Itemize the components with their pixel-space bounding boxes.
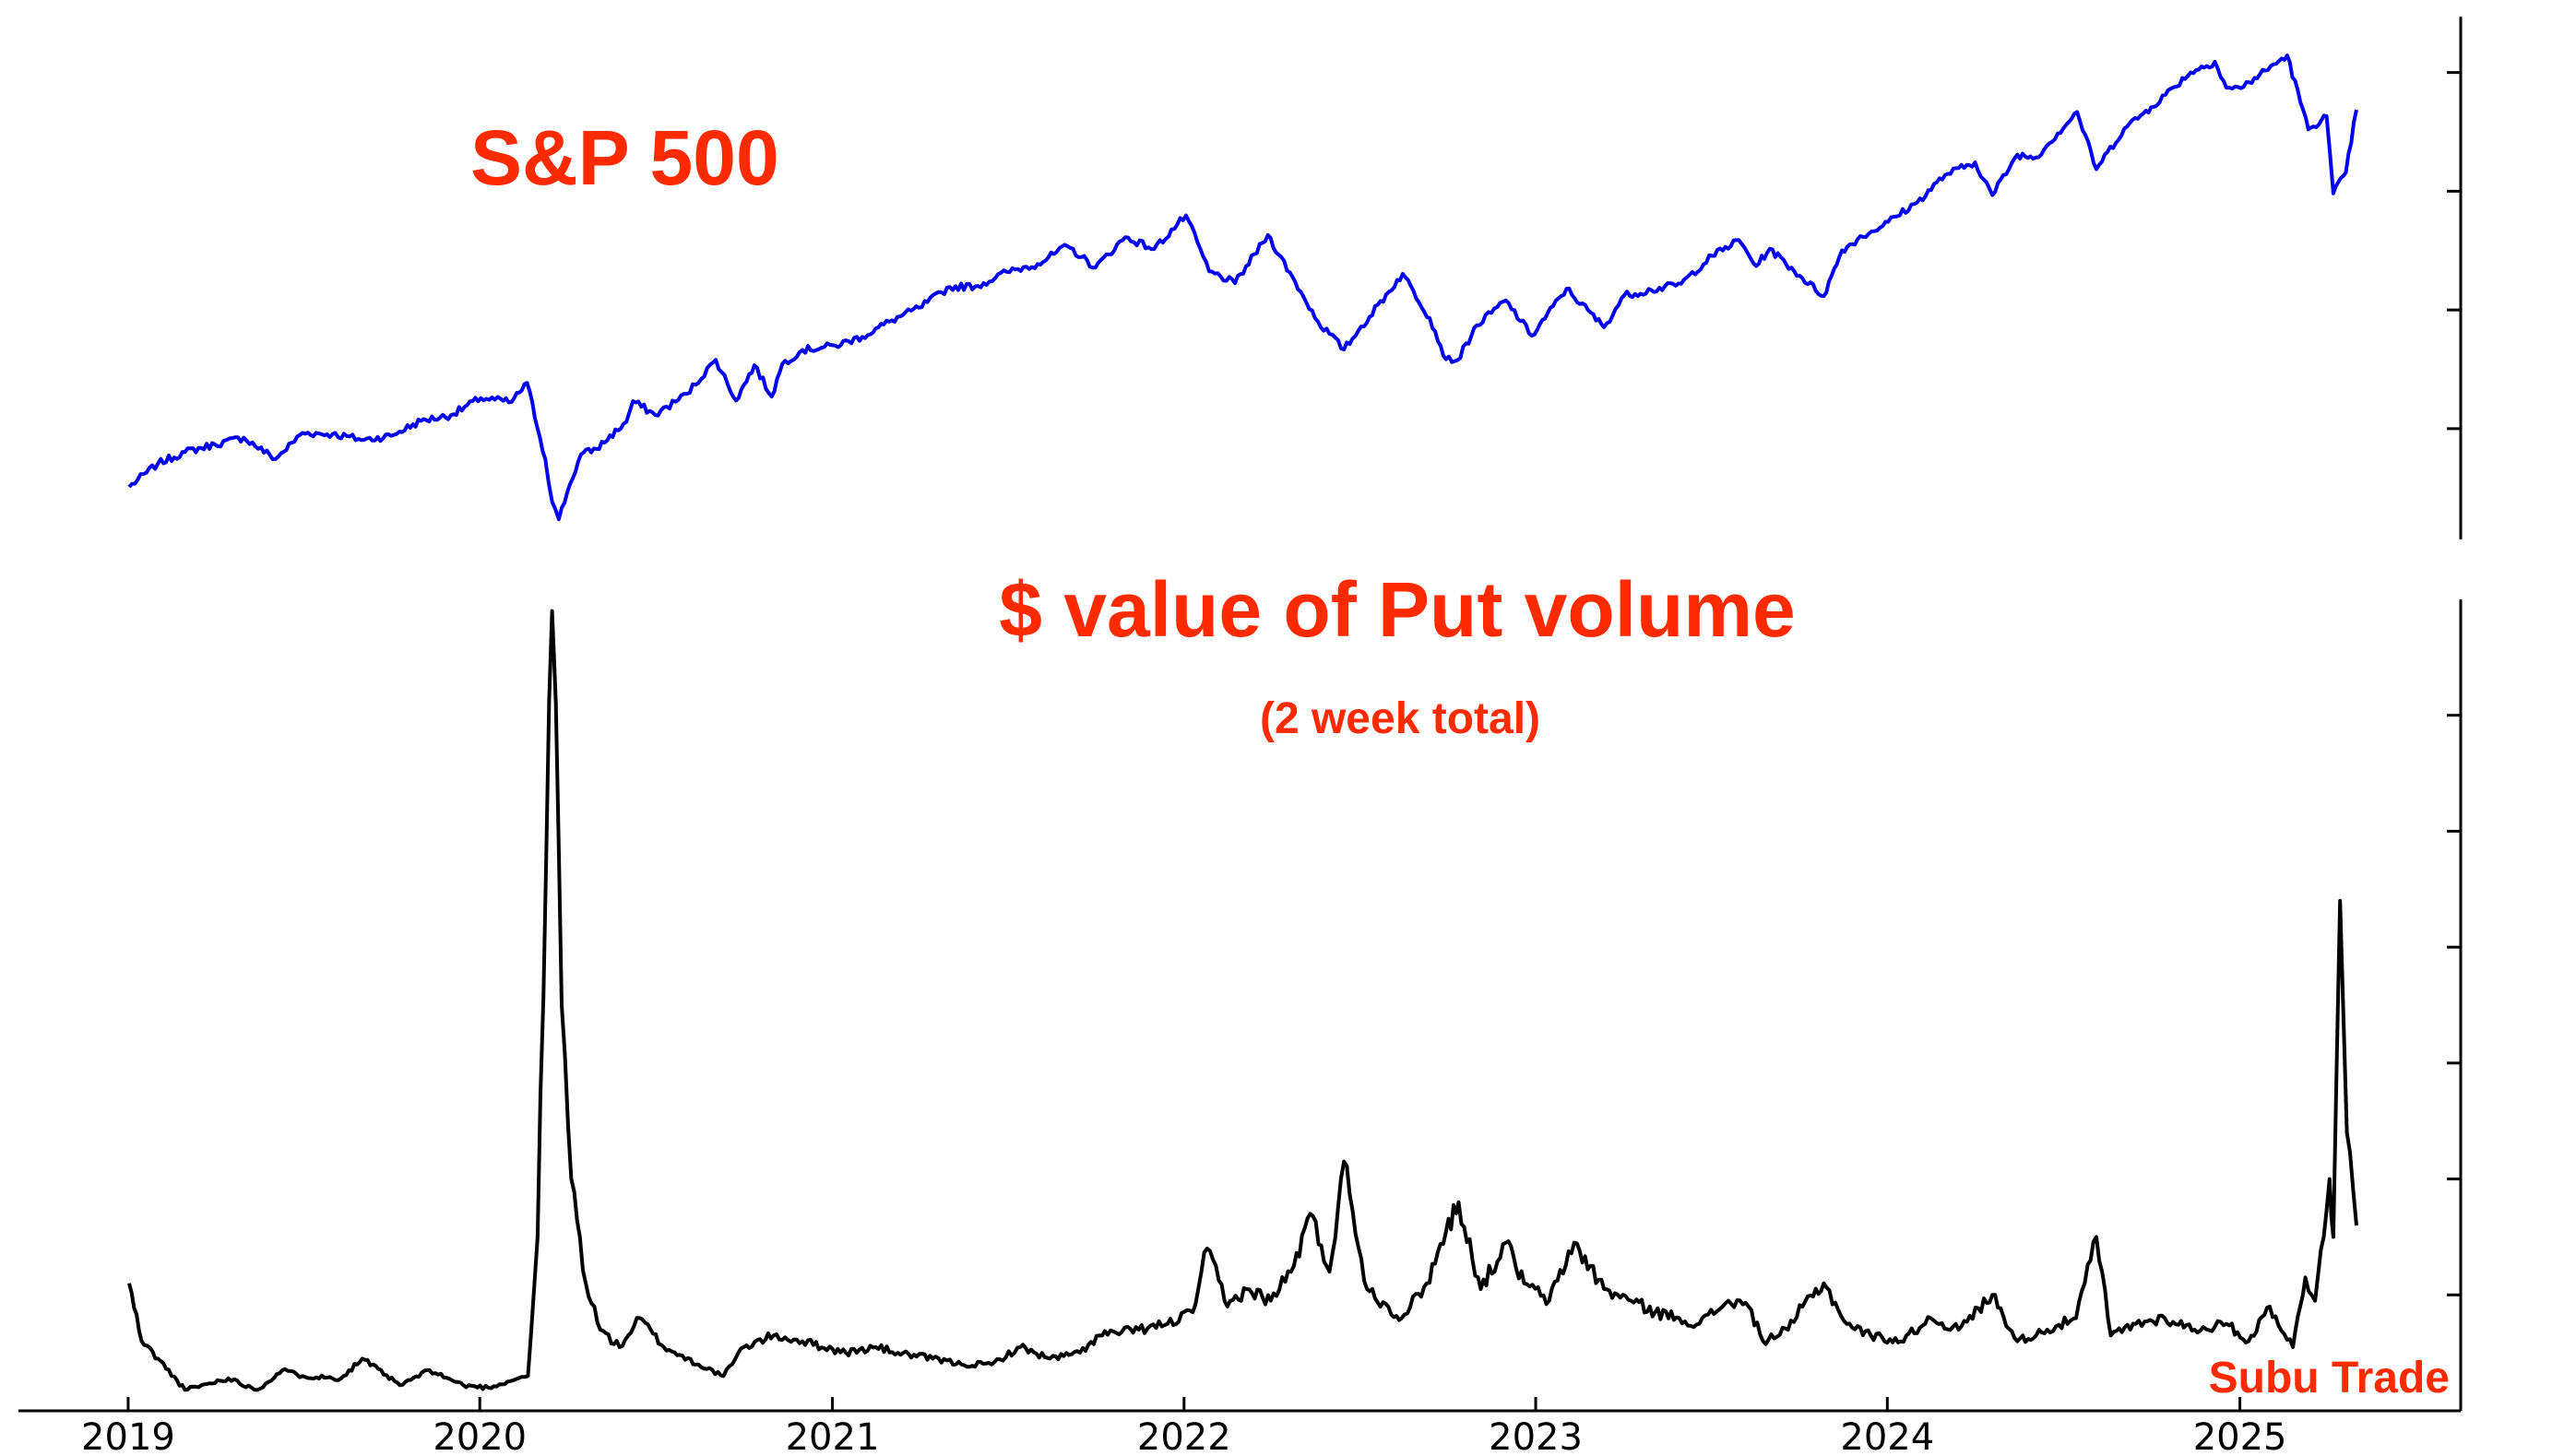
- subu-trade-watermark: Subu Trade: [2209, 1354, 2450, 1403]
- put-volume-subtitle: (2 week total): [1260, 694, 1540, 743]
- put-volume-panel: $ value of Put volume (2 week total) 201…: [18, 566, 2463, 1456]
- x-axis-ticks: 2019 2020 2021 2022 2023 2024 2025: [81, 1397, 2287, 1456]
- x-tick-label-2025: 2025: [2193, 1416, 2287, 1456]
- sp500-y-ticks: [2447, 71, 2461, 431]
- x-tick-label-2024: 2024: [1840, 1416, 1934, 1456]
- sp500-series-line: [127, 53, 2358, 522]
- x-tick-label-2022: 2022: [1137, 1416, 1231, 1456]
- x-tick-label-2019: 2019: [81, 1416, 175, 1456]
- put-volume-y-ticks: [2447, 714, 2461, 1296]
- x-tick-label-2021: 2021: [786, 1416, 880, 1456]
- put-volume-series-line: [127, 609, 2358, 1392]
- x-tick-label-2020: 2020: [433, 1416, 527, 1456]
- x-tick-label-2023: 2023: [1489, 1416, 1583, 1456]
- sp500-title: S&P 500: [470, 114, 779, 201]
- put-volume-title: $ value of Put volume: [999, 566, 1796, 653]
- sp500-panel: S&P 500: [127, 17, 2463, 539]
